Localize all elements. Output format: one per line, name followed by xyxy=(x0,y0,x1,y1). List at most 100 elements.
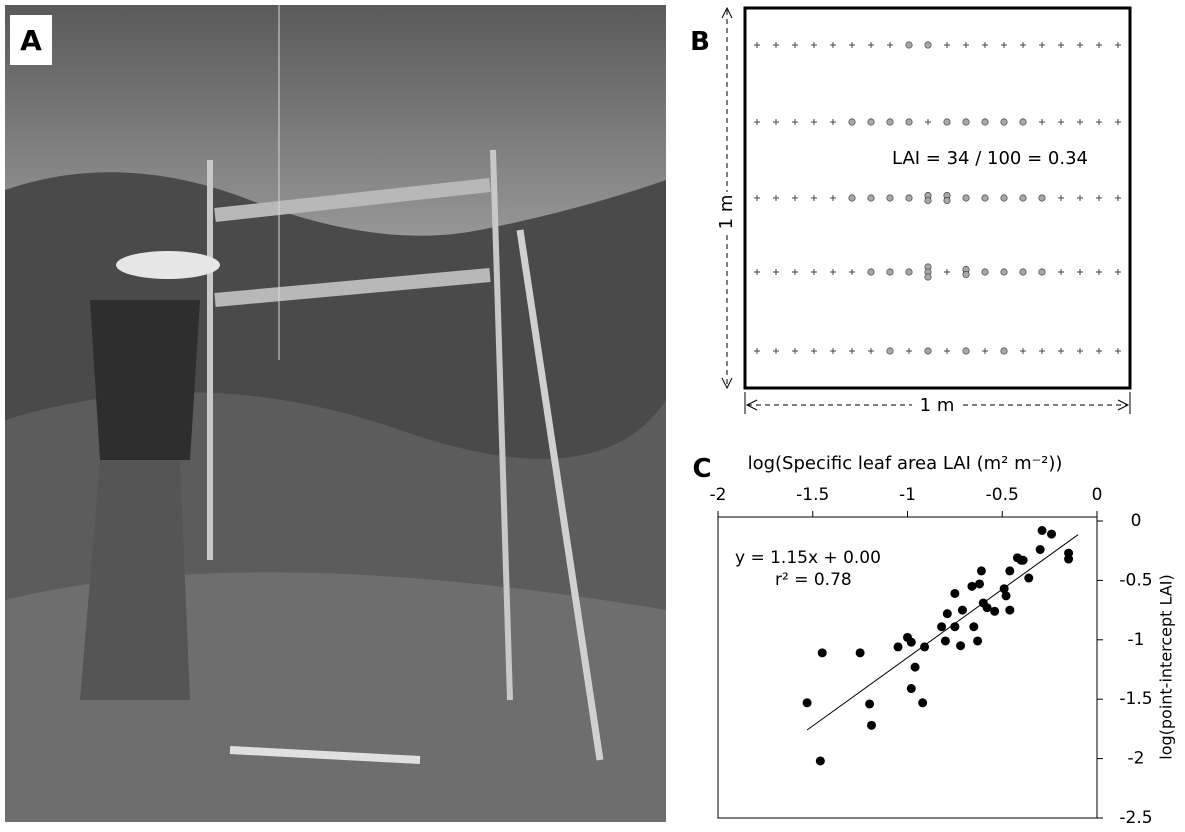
pin-hit xyxy=(924,196,932,205)
y-axis-label: log(point-intercept LAI) xyxy=(1157,574,1176,759)
x-tick-label: 0 xyxy=(1092,485,1103,505)
fit-line xyxy=(806,534,1079,731)
pin-hit xyxy=(905,118,913,126)
pin xyxy=(1115,195,1121,201)
x-tick-label: -0.5 xyxy=(986,485,1019,505)
point xyxy=(982,603,992,613)
pin xyxy=(1077,269,1083,275)
point xyxy=(956,641,966,651)
point xyxy=(940,636,950,646)
pin xyxy=(1096,195,1102,201)
pin xyxy=(1115,269,1121,275)
pin xyxy=(811,119,817,125)
pin-hit xyxy=(943,118,951,126)
pin-hit xyxy=(924,41,932,49)
x-tick-label: -1.5 xyxy=(796,485,829,505)
point xyxy=(999,584,1009,594)
x-tick-label: -1 xyxy=(899,485,916,505)
pin-hit xyxy=(1000,194,1008,202)
r-squared: r² = 0.78 xyxy=(775,570,852,590)
x-tick-label: -2 xyxy=(710,485,727,505)
pin xyxy=(830,269,836,275)
pin xyxy=(868,348,874,354)
pin xyxy=(1020,348,1026,354)
pin xyxy=(1115,348,1121,354)
pin-hit xyxy=(1019,118,1027,126)
pin xyxy=(1077,195,1083,201)
y-tick-label: -1.5 xyxy=(1119,689,1152,709)
pin xyxy=(849,348,855,354)
arrow-heads xyxy=(721,6,733,390)
pin xyxy=(1039,42,1045,48)
y-tick-label: -1 xyxy=(1128,630,1145,650)
point xyxy=(918,698,928,708)
pin xyxy=(830,348,836,354)
panel-c: C log(Specific leaf area LAI (m² m⁻²)) l… xyxy=(692,453,1175,828)
pin-hit xyxy=(1019,268,1027,276)
pin xyxy=(944,348,950,354)
pin xyxy=(792,42,798,48)
pin xyxy=(1115,42,1121,48)
pin-hit xyxy=(1019,194,1027,202)
pin xyxy=(1039,348,1045,354)
x-axis-label: log(Specific leaf area LAI (m² m⁻²)) xyxy=(748,453,1063,474)
pin-hit xyxy=(943,196,951,205)
pin xyxy=(1096,269,1102,275)
pin-hit xyxy=(924,347,932,355)
point xyxy=(1047,529,1057,539)
pin xyxy=(963,42,969,48)
pin xyxy=(1096,119,1102,125)
pin xyxy=(1096,348,1102,354)
point xyxy=(802,698,812,708)
pin xyxy=(1077,119,1083,125)
point xyxy=(1001,591,1011,601)
pin xyxy=(773,195,779,201)
point xyxy=(906,637,916,647)
pin-hit xyxy=(867,268,875,276)
point xyxy=(815,756,825,766)
pin xyxy=(1058,269,1064,275)
pin-hit xyxy=(1038,194,1046,202)
lai-annotation: LAI = 34 / 100 = 0.34 xyxy=(892,148,1088,169)
point xyxy=(906,684,916,694)
pin xyxy=(849,42,855,48)
pin-hit xyxy=(981,194,989,202)
pin xyxy=(754,348,760,354)
pin xyxy=(868,42,874,48)
pin xyxy=(925,119,931,125)
pin xyxy=(754,119,760,125)
pin-hit xyxy=(981,268,989,276)
pin xyxy=(773,42,779,48)
height-label: 1 m xyxy=(716,195,737,230)
pin xyxy=(792,119,798,125)
pin xyxy=(982,42,988,48)
y-tick-label: -2 xyxy=(1128,749,1145,769)
pin-hit xyxy=(1038,268,1046,276)
y-tick-label: 0 xyxy=(1131,511,1142,531)
pin xyxy=(754,269,760,275)
pin xyxy=(792,269,798,275)
point xyxy=(866,720,876,730)
pin-hit xyxy=(848,194,856,202)
pin xyxy=(1039,119,1045,125)
pin xyxy=(944,42,950,48)
pin xyxy=(773,119,779,125)
pin-hit xyxy=(924,273,932,281)
point xyxy=(967,581,977,591)
pin xyxy=(792,195,798,201)
point xyxy=(950,622,960,632)
pin xyxy=(811,42,817,48)
pin-hit xyxy=(886,347,894,355)
pin xyxy=(754,195,760,201)
point xyxy=(910,662,920,672)
pin-hit xyxy=(867,194,875,202)
pin xyxy=(944,269,950,275)
pin xyxy=(1058,119,1064,125)
pin-hit xyxy=(905,268,913,276)
pin-hit xyxy=(905,194,913,202)
pin-hit xyxy=(1000,268,1008,276)
pin xyxy=(1077,42,1083,48)
point xyxy=(973,636,983,646)
point xyxy=(976,566,986,576)
